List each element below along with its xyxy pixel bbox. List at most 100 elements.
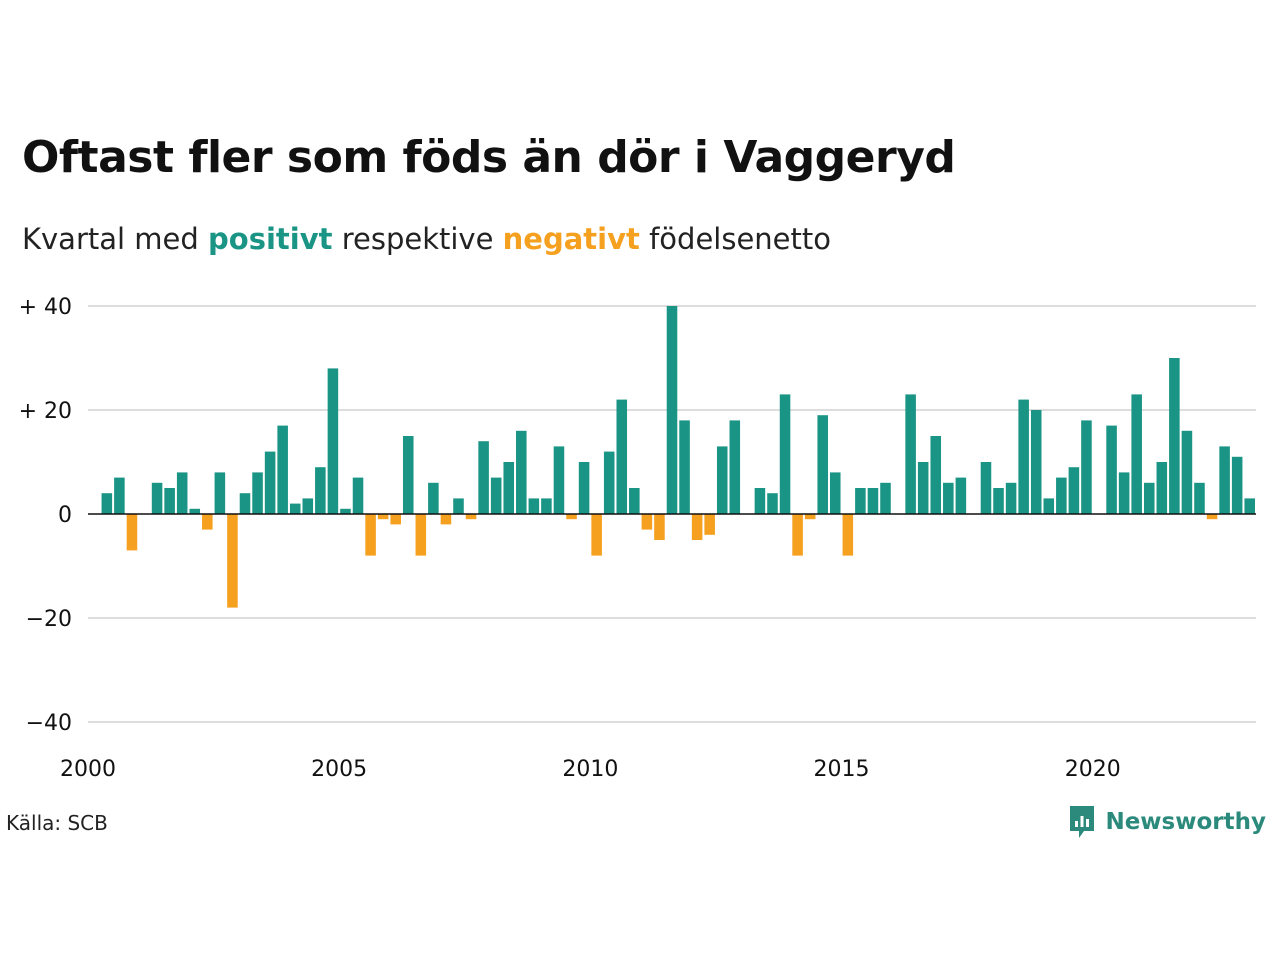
bar bbox=[943, 482, 954, 514]
bar bbox=[654, 514, 665, 540]
chart-title: Oftast fler som föds än dör i Vaggeryd bbox=[22, 132, 956, 183]
bar-chart: + 40 + 20 0 −20 −40 2000 2005 2010 2015 2020 bbox=[19, 295, 1256, 782]
bar bbox=[930, 436, 942, 514]
bar bbox=[1206, 514, 1218, 520]
bar bbox=[415, 514, 427, 556]
bar bbox=[641, 514, 653, 530]
bar bbox=[189, 508, 201, 514]
bar bbox=[767, 493, 778, 514]
y-tick-label: + 40 bbox=[19, 295, 72, 320]
bar bbox=[842, 514, 854, 556]
bar bbox=[629, 488, 640, 514]
bar bbox=[1156, 462, 1168, 514]
bar bbox=[1068, 467, 1080, 514]
bar bbox=[1018, 399, 1029, 514]
bar bbox=[1219, 446, 1230, 514]
bar bbox=[1231, 456, 1243, 514]
bar bbox=[817, 415, 828, 514]
bars bbox=[101, 306, 1255, 608]
bar bbox=[440, 514, 452, 525]
bar bbox=[541, 498, 552, 514]
bar bbox=[402, 436, 414, 514]
bar bbox=[114, 477, 125, 514]
bar bbox=[666, 306, 678, 514]
bar bbox=[1131, 394, 1142, 514]
bar bbox=[867, 488, 879, 514]
bar bbox=[352, 477, 364, 514]
x-tick-label: 2020 bbox=[1065, 757, 1121, 782]
bar bbox=[490, 477, 502, 514]
subtitle-middle: respektive bbox=[341, 222, 494, 256]
bar bbox=[1194, 482, 1205, 514]
x-tick-label: 2000 bbox=[60, 757, 116, 782]
bar bbox=[855, 488, 866, 514]
bar bbox=[516, 430, 527, 514]
subtitle-suffix: födelsenetto bbox=[649, 222, 831, 256]
bar bbox=[1106, 425, 1117, 514]
bar bbox=[578, 462, 590, 514]
bar bbox=[955, 477, 967, 514]
bar bbox=[1056, 477, 1067, 514]
bar bbox=[377, 514, 389, 520]
bar bbox=[1043, 498, 1055, 514]
bar bbox=[1143, 482, 1155, 514]
brand-name: Newsworthy bbox=[1105, 809, 1266, 835]
bar bbox=[227, 514, 238, 608]
bar bbox=[1005, 482, 1017, 514]
source-note: Källa: SCB bbox=[6, 811, 108, 835]
bar bbox=[214, 472, 226, 514]
bar bbox=[591, 514, 602, 556]
bar bbox=[679, 420, 690, 514]
subtitle-positive-label: positivt bbox=[208, 222, 333, 256]
bar bbox=[905, 394, 916, 514]
bar bbox=[716, 446, 728, 514]
bar bbox=[465, 514, 477, 520]
bar bbox=[176, 472, 188, 514]
bar bbox=[616, 399, 628, 514]
bar bbox=[980, 462, 992, 514]
bar bbox=[691, 514, 703, 540]
bar bbox=[302, 498, 314, 514]
bar bbox=[164, 488, 175, 514]
bar bbox=[603, 451, 615, 514]
bar bbox=[880, 482, 891, 514]
subtitle-prefix: Kvartal med bbox=[22, 222, 199, 256]
bar bbox=[239, 493, 251, 514]
bar bbox=[503, 462, 515, 514]
bar bbox=[1118, 472, 1130, 514]
bar bbox=[264, 451, 276, 514]
bar bbox=[829, 472, 841, 514]
bar bbox=[528, 498, 540, 514]
bar bbox=[202, 514, 213, 530]
y-tick-label: + 20 bbox=[19, 399, 72, 424]
bar bbox=[428, 482, 439, 514]
bar bbox=[804, 514, 816, 520]
x-tick-label: 2005 bbox=[311, 757, 367, 782]
x-tick-label: 2010 bbox=[562, 757, 618, 782]
bar bbox=[917, 462, 929, 514]
y-tick-label: −40 bbox=[26, 711, 72, 736]
bar bbox=[252, 472, 263, 514]
y-tick-label: 0 bbox=[58, 503, 72, 528]
bar bbox=[779, 394, 791, 514]
y-tick-label: −20 bbox=[26, 607, 72, 632]
bar bbox=[553, 446, 565, 514]
bar bbox=[289, 503, 301, 514]
bar bbox=[340, 508, 351, 514]
bar bbox=[315, 467, 326, 514]
y-axis-ticks: + 40 + 20 0 −20 −40 bbox=[19, 295, 72, 736]
bar bbox=[704, 514, 715, 535]
bar bbox=[729, 420, 741, 514]
bar bbox=[365, 514, 376, 556]
bar bbox=[151, 482, 163, 514]
bar bbox=[478, 441, 489, 514]
bar bbox=[1181, 430, 1193, 514]
x-axis-ticks: 2000 2005 2010 2015 2020 bbox=[60, 757, 1121, 782]
bar bbox=[390, 514, 401, 525]
bar bbox=[1081, 420, 1092, 514]
newsworthy-logo-icon bbox=[1070, 806, 1095, 838]
brand-logo: Newsworthy bbox=[1067, 802, 1266, 842]
bar bbox=[1030, 410, 1042, 514]
x-tick-label: 2015 bbox=[814, 757, 870, 782]
subtitle-negative-label: negativt bbox=[502, 222, 640, 256]
